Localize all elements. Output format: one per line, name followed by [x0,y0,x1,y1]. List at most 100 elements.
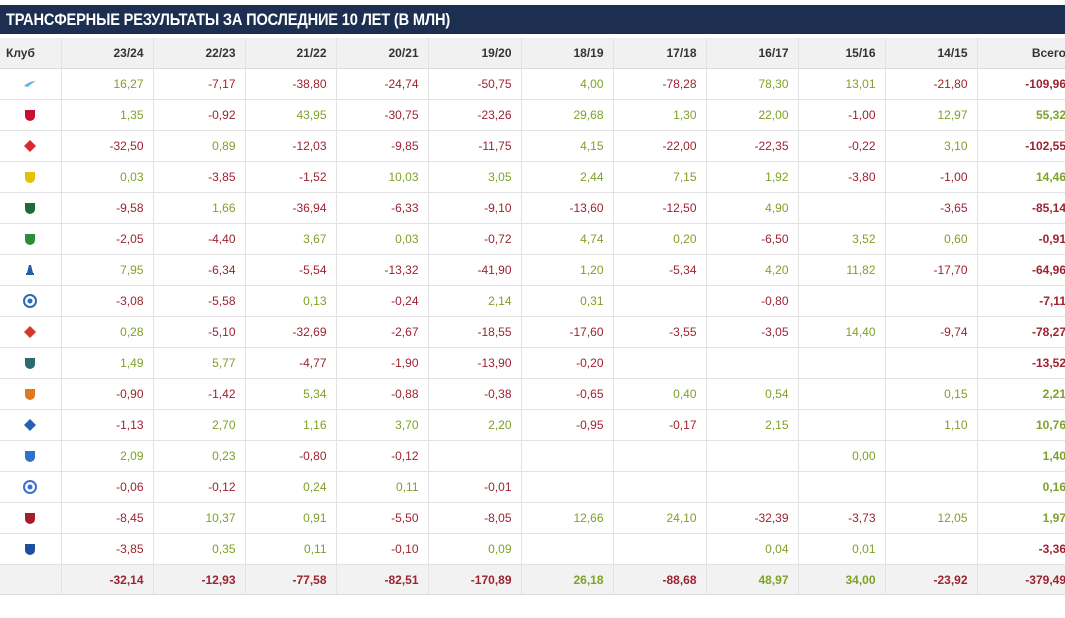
value-cell: 12,97 [885,99,978,131]
value-cell: 22,00 [706,99,799,131]
club-cell [0,223,62,255]
fakel-logo-icon [25,358,36,370]
value-cell: 0,35 [153,533,246,565]
column-header-season: 18/19 [521,38,614,69]
total-cell: -64,96 [977,254,1065,286]
column-header-season: 14/15 [885,38,978,69]
value-cell: -5,54 [245,254,337,286]
column-header-season: 19/20 [428,38,522,69]
value-cell [885,347,978,379]
value-cell: 0,01 [798,533,886,565]
season-total-cell: 48,97 [706,564,799,595]
value-cell: -1,00 [885,161,978,193]
value-cell: -50,75 [428,68,522,100]
value-cell: -0,20 [521,347,614,379]
total-cell: -85,14 [977,192,1065,224]
value-cell: -9,74 [885,316,978,348]
value-cell: -22,35 [706,130,799,162]
value-cell [706,347,799,379]
column-header-season: 17/18 [613,38,707,69]
table-row: 1,35 -0,92 43,95 -30,75 -23,26 29,68 1,30 22,00… [0,99,1065,131]
value-cell: -0,92 [153,99,246,131]
value-cell: 16,27 [61,68,154,100]
value-cell: 29,68 [521,99,614,131]
table-row: -3,08 -5,58 0,13 -0,24 2,14 0,31 -0,80 -7,11 [0,285,1065,317]
season-total-cell: -88,68 [613,564,707,595]
value-cell: 1,92 [706,161,799,193]
value-cell: -13,90 [428,347,522,379]
club-cell [0,409,62,441]
value-cell: -3,05 [706,316,799,348]
value-cell: 0,28 [61,316,154,348]
column-header-total: Всего [977,38,1065,69]
club-cell [0,440,62,472]
value-cell: -1,90 [336,347,429,379]
value-cell: 7,95 [61,254,154,286]
value-cell [798,409,886,441]
header-row: Клуб 23/24 22/23 21/22 20/21 19/20 18/19 17/18 1… [0,38,1065,69]
value-cell: -4,77 [245,347,337,379]
value-cell [706,440,799,472]
club-cell [0,254,62,286]
value-cell: 0,24 [245,471,337,503]
value-cell: -0,80 [706,285,799,317]
value-cell: 3,05 [428,161,522,193]
value-cell: -0,22 [798,130,886,162]
value-cell [428,440,522,472]
value-cell: -0,12 [336,440,429,472]
krylia-logo-icon [24,419,37,432]
season-total-cell: -12,93 [153,564,246,595]
value-cell [798,347,886,379]
season-total-cell: -170,89 [428,564,522,595]
value-cell: 0,11 [336,471,429,503]
value-cell: -21,80 [885,68,978,100]
value-cell [798,285,886,317]
value-cell: -23,26 [428,99,522,131]
table-row: -2,05 -4,40 3,67 0,03 -0,72 4,74 0,20 -6,50 3,52… [0,223,1065,255]
value-cell: 1,20 [521,254,614,286]
value-cell: 0,89 [153,130,246,162]
value-cell: -24,74 [336,68,429,100]
value-cell: 2,44 [521,161,614,193]
value-cell: -13,60 [521,192,614,224]
value-cell: 11,82 [798,254,886,286]
value-cell: 10,37 [153,502,246,534]
value-cell [521,471,614,503]
krasnodar-logo-icon [25,203,36,215]
column-header-season: 15/16 [798,38,886,69]
value-cell: -3,65 [885,192,978,224]
club-cell [0,68,62,100]
baltika-logo-icon [25,544,36,556]
value-cell: -2,05 [61,223,154,255]
value-cell [613,440,707,472]
orenburg-logo-icon [23,294,38,309]
value-cell: 4,20 [706,254,799,286]
value-cell: 4,15 [521,130,614,162]
table-row: -0,90 -1,42 5,34 -0,88 -0,38 -0,65 0,40 0,54 0,1… [0,378,1065,410]
value-cell: -0,80 [245,440,337,472]
table-row: 16,27 -7,17 -38,80 -24,74 -50,75 4,00 -78,28 78… [0,68,1065,100]
value-cell: 12,66 [521,502,614,534]
season-total-cell: -32,14 [61,564,154,595]
club-cell [0,316,62,348]
sochi-logo-icon [23,480,38,495]
value-cell: 1,35 [61,99,154,131]
value-cell: 3,70 [336,409,429,441]
value-cell: 2,15 [706,409,799,441]
value-cell: 0,09 [428,533,522,565]
value-cell: -1,00 [798,99,886,131]
value-cell: 0,11 [245,533,337,565]
rostov-logo-icon [25,172,36,184]
table-row: 7,95 -6,34 -5,54 -13,32 -41,90 1,20 -5,34 4,20 1… [0,254,1065,286]
value-cell: 2,14 [428,285,522,317]
cska-logo-icon [25,110,36,122]
value-cell: -0,17 [613,409,707,441]
value-cell: 24,10 [613,502,707,534]
total-cell: 55,32 [977,99,1065,131]
total-cell: 1,97 [977,502,1065,534]
value-cell [706,471,799,503]
value-cell: 2,20 [428,409,522,441]
column-header-season: 20/21 [336,38,429,69]
club-cell [0,502,62,534]
ural-logo-icon [25,389,36,401]
